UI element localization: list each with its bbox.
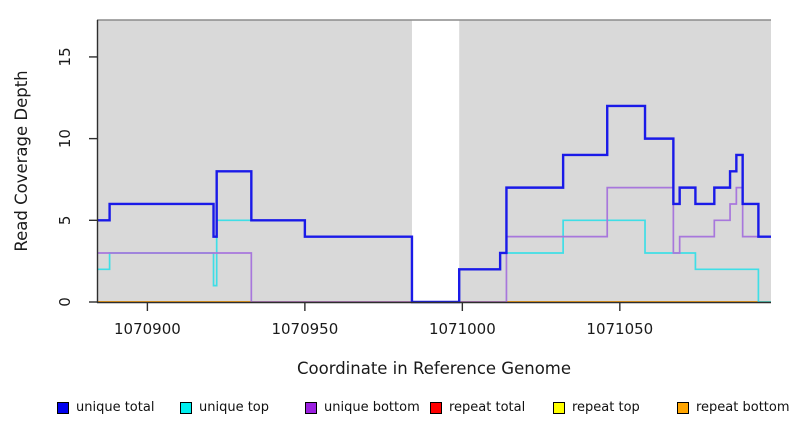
plot-background bbox=[97, 19, 771, 302]
coverage-region-1 bbox=[459, 20, 771, 302]
x-tick-label: 1070950 bbox=[271, 320, 338, 338]
series-line-unique-bottom bbox=[97, 186, 771, 303]
y-tick-label: 0 bbox=[56, 297, 74, 307]
tick-labels: 1070900 1070950 1071000 1071050 0 5 10 15 bbox=[56, 47, 653, 338]
series-line-unique-total bbox=[97, 104, 771, 304]
x-tick-label: 1071000 bbox=[429, 320, 496, 338]
x-axis-label: Coordinate in Reference Genome bbox=[297, 359, 571, 378]
x-tick-label: 1070900 bbox=[114, 320, 181, 338]
axes bbox=[89, 20, 771, 311]
y-tick-label: 10 bbox=[56, 129, 74, 148]
y-axis-label: Read Coverage Depth bbox=[12, 70, 31, 251]
x-tick-label: 1071050 bbox=[586, 320, 653, 338]
coverage-region-0 bbox=[97, 20, 412, 302]
y-tick-label: 15 bbox=[56, 47, 74, 66]
y-tick-label: 5 bbox=[56, 216, 74, 226]
